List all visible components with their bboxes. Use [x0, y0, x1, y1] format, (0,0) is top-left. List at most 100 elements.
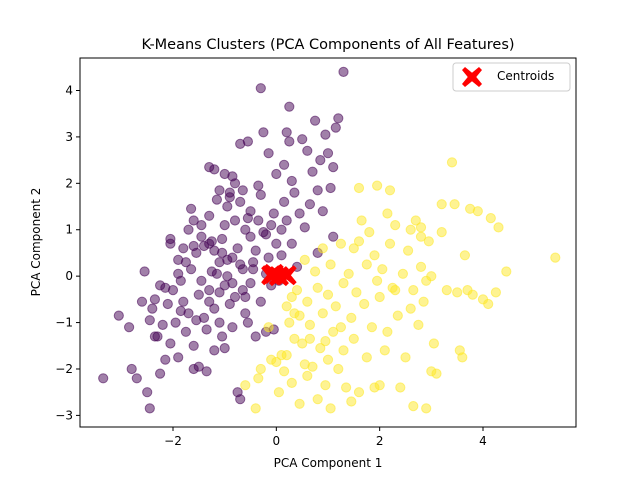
cluster-0-point	[229, 291, 241, 303]
cluster-1-point	[467, 289, 478, 300]
y-axis-label: PCA Component 2	[29, 188, 43, 297]
cluster-0-point	[178, 296, 189, 307]
cluster-1-point	[317, 308, 328, 319]
cluster-0-point	[219, 220, 230, 231]
y-tick-label: −2	[55, 362, 73, 376]
cluster-0-point	[211, 268, 222, 279]
cluster-0-point	[229, 215, 241, 226]
cluster-1-point	[320, 336, 331, 347]
cluster-0-point	[165, 238, 176, 249]
cluster-0-point	[209, 303, 220, 314]
cluster-0-point	[255, 83, 266, 94]
cluster-1-point	[335, 238, 346, 249]
cluster-1-point	[330, 301, 341, 312]
cluster-1-point	[250, 403, 261, 414]
cluster-1-point	[379, 345, 390, 356]
cluster-1-point	[325, 403, 336, 414]
cluster-1-point	[472, 206, 483, 217]
cluster-1-point	[335, 322, 346, 333]
cluster-0-point	[250, 331, 261, 342]
cluster-0-point	[240, 291, 251, 303]
cluster-0-point	[147, 303, 158, 314]
cluster-0-point	[245, 278, 256, 289]
cluster-1-point	[364, 227, 375, 238]
cluster-1-point	[436, 227, 447, 238]
cluster-0-point	[315, 155, 326, 166]
cluster-0-point	[149, 331, 160, 342]
cluster-1-point	[299, 254, 310, 265]
cluster-1-point	[408, 401, 419, 412]
cluster-0-point	[155, 368, 166, 379]
plot-points	[98, 66, 561, 414]
cluster-0-point	[222, 254, 233, 265]
cluster-1-point	[426, 366, 437, 377]
cluster-0-point	[180, 326, 191, 337]
cluster-0-point	[219, 343, 230, 354]
cluster-1-point	[286, 377, 297, 388]
cluster-0-point	[242, 213, 253, 224]
cluster-1-point	[255, 363, 266, 375]
cluster-0-point	[289, 187, 300, 198]
cluster-1-point	[382, 326, 393, 337]
x-tick-label: −2	[164, 434, 182, 448]
cluster-0-point	[142, 387, 153, 398]
cluster-0-point	[284, 101, 295, 112]
cluster-0-point	[136, 296, 148, 307]
cluster-0-point	[201, 324, 212, 335]
cluster-0-point	[276, 224, 287, 235]
y-axis-ticks: −3 −2 −1 0 1 2 3 4	[55, 83, 80, 422]
cluster-0-point	[217, 331, 228, 342]
cluster-1-point	[320, 380, 331, 391]
cluster-1-point	[325, 259, 336, 270]
centroid-marks	[261, 263, 297, 287]
cluster-0-point	[253, 180, 264, 191]
cluster-0-point	[183, 224, 194, 235]
cluster-1-point	[338, 278, 349, 289]
cluster-0-point	[328, 231, 339, 242]
cluster-1-point	[281, 301, 292, 312]
cluster-0-point	[209, 164, 220, 175]
cluster-0-point	[242, 136, 253, 147]
cluster-1-point	[369, 382, 380, 393]
cluster-0-point	[193, 361, 204, 372]
x-tick-label: 0	[273, 434, 281, 448]
centroid-marker	[263, 263, 284, 284]
cluster-1-point	[353, 387, 365, 398]
cluster-1-point	[384, 185, 396, 196]
cluster-0-point	[165, 338, 176, 349]
cluster-0-point	[204, 296, 215, 307]
cluster-0-point	[237, 185, 248, 196]
cluster-0-point	[281, 127, 292, 138]
legend: Centroids	[452, 62, 571, 92]
cluster-0-point	[286, 175, 297, 187]
cluster-1-point	[374, 291, 385, 303]
cluster-1-point	[253, 373, 264, 384]
cluster-1-point	[366, 322, 377, 333]
cluster-1-point	[322, 289, 334, 300]
legend-entry-centroids: Centroids	[497, 69, 554, 83]
cluster-1-point	[428, 338, 439, 349]
cluster-0-point	[188, 340, 199, 351]
cluster-0-point	[201, 366, 212, 377]
cluster-0-point	[250, 245, 261, 256]
cluster-1-point	[457, 352, 468, 363]
cluster-1-point	[346, 396, 357, 407]
cluster-1-point	[436, 199, 447, 210]
cluster-0-point	[317, 206, 328, 217]
cluster-1-point	[415, 231, 427, 242]
cluster-1-point	[493, 222, 504, 233]
cluster-0-point	[338, 66, 349, 78]
cluster-0-point	[173, 352, 184, 363]
cluster-1-point	[356, 215, 367, 226]
cluster-0-point	[196, 231, 207, 242]
cluster-1-point	[279, 366, 290, 377]
cluster-1-point	[348, 333, 359, 344]
cluster-1-point	[304, 319, 315, 330]
cluster-0-point	[307, 166, 318, 177]
cluster-1-point	[490, 287, 501, 298]
cluster-1-point	[397, 268, 408, 279]
cluster-1-point	[286, 291, 297, 303]
cluster-1-point	[341, 382, 352, 393]
cluster-0-point	[255, 189, 266, 200]
